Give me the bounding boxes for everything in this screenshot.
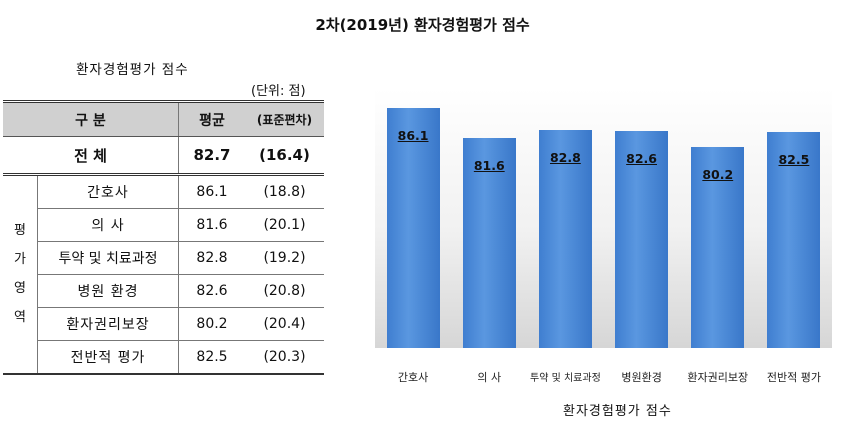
bar <box>538 129 592 348</box>
table-row: 병원 환경 82.6 (20.8) <box>3 274 324 308</box>
bar-chart: 86.1 81.6 82.8 82.6 80.2 82.5 <box>375 88 832 348</box>
row-label: 병원 환경 <box>37 274 179 308</box>
bar <box>386 107 440 348</box>
row-mean: 82.8 <box>178 241 245 275</box>
bar-data-label: 82.6 <box>626 151 657 167</box>
row-label: 의 사 <box>37 208 179 242</box>
row-label: 환자권리보장 <box>37 307 179 341</box>
x-tick-label: 간호사 <box>397 371 429 384</box>
row-sd: (20.8) <box>245 274 324 308</box>
row-sd: (18.8) <box>245 174 324 209</box>
bar-data-label: 86.1 <box>397 127 429 143</box>
unit-label: (단위: 점) <box>251 84 306 99</box>
header-group: 구 분 <box>3 100 179 137</box>
bar <box>767 131 821 348</box>
plot-area <box>375 88 832 348</box>
table-total-row: 전 체 82.7 (16.4) <box>3 136 324 176</box>
row-mean: 86.1 <box>178 174 245 209</box>
x-tick-label: 전반적 평가 <box>766 371 821 384</box>
row-label: 간호사 <box>37 174 179 209</box>
bar-data-label: 82.5 <box>778 151 810 167</box>
total-mean: 82.7 <box>178 136 245 176</box>
table-row: 전반적 평가 82.5 (20.3) <box>3 340 324 375</box>
row-mean: 82.6 <box>178 274 245 308</box>
row-sd: (20.4) <box>245 307 324 341</box>
row-mean: 80.2 <box>178 307 245 341</box>
bar-data-label: 80.2 <box>702 167 734 183</box>
row-sd: (20.1) <box>245 208 324 242</box>
total-sd: (16.4) <box>245 136 324 176</box>
header-mean: 평균 <box>178 100 245 137</box>
row-mean: 81.6 <box>178 208 245 242</box>
category-label-char: 영 <box>14 281 26 296</box>
bar <box>615 131 669 348</box>
x-tick-label: 병원환경 <box>621 371 662 384</box>
row-sd: (20.3) <box>245 340 324 375</box>
category-label-char: 역 <box>14 310 26 325</box>
row-sd: (19.2) <box>245 241 324 275</box>
table-row: 환자권리보장 80.2 (20.4) <box>3 307 324 341</box>
category-label-char: 가 <box>14 252 26 267</box>
row-mean: 82.5 <box>178 340 245 375</box>
x-tick-label: 의 사 <box>477 371 502 384</box>
table-header-row: 구 분 평균 (표준편차) <box>3 100 324 137</box>
bar <box>691 147 745 348</box>
bar-data-label: 81.6 <box>473 157 505 173</box>
header-sd: (표준편차) <box>245 100 324 137</box>
x-tick-label: 투약 및 치료과정 <box>530 373 601 384</box>
x-tick-label: 환자권리보장 <box>687 371 749 384</box>
category-label-char: 평 <box>14 223 26 238</box>
table-title: 환자경험평가 점수 <box>76 62 189 78</box>
row-label: 투약 및 치료과정 <box>37 241 179 275</box>
bar-data-label: 82.8 <box>549 149 581 165</box>
total-label: 전 체 <box>3 136 179 176</box>
bar <box>462 137 516 348</box>
table-row: 투약 및 치료과정 82.8 (19.2) <box>3 241 324 275</box>
row-label: 전반적 평가 <box>37 340 179 375</box>
x-axis-label: 환자경험평가 점수 <box>563 404 672 419</box>
page-title: 2차(2019년) 환자경험평가 점수 <box>315 16 530 34</box>
table-row: 의 사 81.6 (20.1) <box>3 208 324 242</box>
